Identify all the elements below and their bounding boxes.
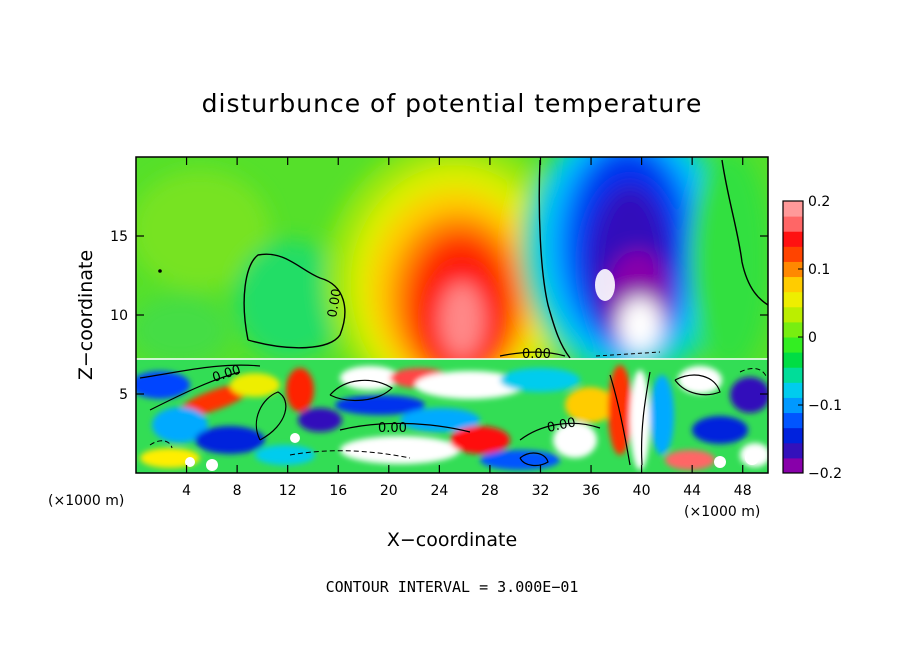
y-axis-label: Z−coordinate [75,250,97,380]
x-tick-label: 36 [582,483,600,499]
colorbar-swatch [783,427,803,444]
contour-interval-note: CONTOUR INTERVAL = 3.000E−01 [326,578,579,596]
colorbar-swatch [783,321,803,338]
colorbar-swatch [783,412,803,429]
x-tick-label: 28 [481,483,499,499]
colorbar-swatch [783,442,803,459]
x-axis: 4 8 12 16 20 24 28 32 36 40 44 48 [182,157,752,499]
colorbar-tick-label: 0.2 [808,194,830,210]
contour-label: 0.00 [522,347,551,362]
colorbar-swatch [783,382,803,398]
colorbar-tick-label: 0 [808,330,817,346]
colorbar-swatch [783,261,803,278]
y-tick-label: 15 [110,229,128,245]
contour-label: 0.00 [325,288,345,319]
y-tick-label: 10 [110,308,128,324]
x-unit-left: (×1000 m) [48,493,124,509]
colorbar-swatch [783,276,803,293]
x-tick-label: 16 [329,483,347,499]
x-tick-label: 8 [233,483,242,499]
x-tick-label: 48 [734,483,752,499]
x-tick-label: 40 [633,483,651,499]
x-tick-label: 24 [430,483,448,499]
colorbar-swatch [783,246,803,262]
upper-field [136,157,768,359]
colorbar-ticks: 0.2 0.1 0 −0.1 −0.2 [798,194,842,482]
x-tick-label: 12 [279,483,297,499]
colorbar-tick-label: −0.1 [808,398,842,414]
x-tick-label: 20 [380,483,398,499]
colorbar-swatch [783,457,803,474]
colorbar-swatch [783,367,803,383]
colorbar-tick-label: 0.1 [808,262,830,278]
x-tick-label: 44 [683,483,701,499]
lower-field [136,359,768,473]
colorbar [783,201,803,474]
colorbar-swatch [783,201,803,217]
colorbar-swatch [783,306,803,323]
colorbar-swatch [783,216,803,232]
x-tick-label: 32 [532,483,550,499]
colorbar-swatch [783,397,803,414]
colorbar-swatch [783,352,803,368]
chart-title: disturbunce of potential temperature [202,89,703,118]
x-axis-label: X−coordinate [387,529,517,551]
colorbar-swatch [783,231,803,247]
contour-label: 0.00 [378,421,407,436]
colorbar-swatch [783,291,803,308]
contour-label: 0.00 [546,415,577,436]
heatmap-field [136,157,768,473]
y-tick-label: 5 [119,387,128,403]
x-tick-label: 4 [182,483,191,499]
colorbar-tick-label: −0.2 [808,466,842,482]
y-axis: 5 10 15 [110,229,768,403]
x-unit-right: (×1000 m) [684,504,760,520]
colorbar-swatch [783,337,803,353]
